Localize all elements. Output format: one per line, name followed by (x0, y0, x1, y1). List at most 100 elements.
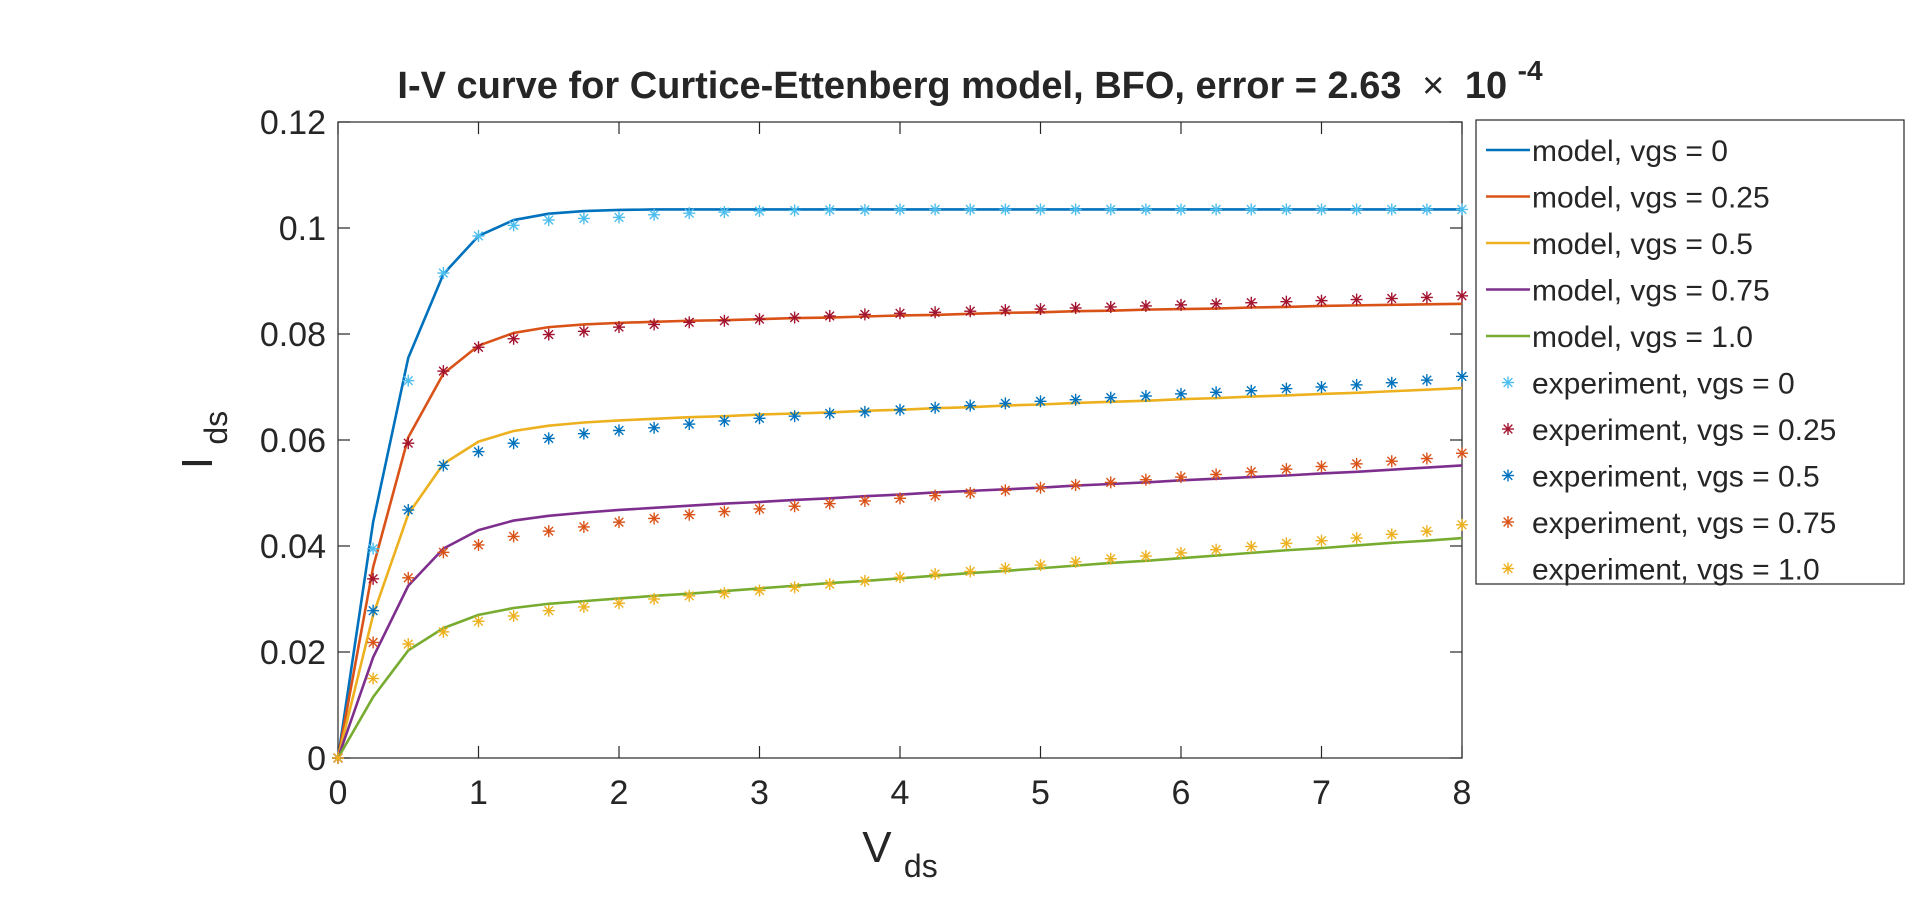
data-point (823, 203, 836, 216)
data-point (1069, 302, 1082, 315)
data-point (1245, 384, 1258, 397)
data-point (542, 214, 555, 227)
data-point (472, 445, 485, 458)
data-point (1280, 203, 1293, 216)
x-axis-label-sub: ds (904, 848, 938, 884)
legend-label: model, vgs = 0 (1532, 135, 1728, 168)
chart-title-exponent: -4 (1518, 55, 1543, 86)
data-point (648, 593, 661, 605)
data-point (858, 203, 871, 216)
data-point (1139, 550, 1152, 563)
data-point (437, 267, 450, 280)
data-point (1385, 376, 1398, 389)
data-point (1175, 546, 1187, 559)
data-point (1210, 203, 1223, 216)
data-point (823, 497, 836, 510)
data-point (472, 538, 485, 551)
data-point (1315, 534, 1328, 547)
x-tick-label: 8 (1453, 774, 1472, 812)
series-9 (332, 518, 1468, 764)
data-point (1175, 298, 1187, 311)
legend-label: model, vgs = 1.0 (1532, 321, 1753, 354)
data-point (402, 571, 415, 584)
data-point (367, 542, 380, 555)
data-point (1210, 297, 1223, 310)
legend-label: model, vgs = 0.25 (1532, 182, 1770, 215)
data-point (577, 427, 590, 440)
legend-label: experiment, vgs = 0 (1532, 368, 1795, 401)
data-point (683, 207, 696, 220)
data-point (894, 203, 906, 216)
data-point (894, 307, 906, 320)
chart-title-times: × (1422, 65, 1444, 107)
data-point (1420, 374, 1433, 387)
x-tick-label: 3 (750, 774, 769, 812)
data-point (367, 572, 380, 585)
series-8 (332, 447, 1468, 764)
data-point (648, 208, 661, 221)
data-point (753, 205, 766, 218)
y-tick-label: 0.04 (260, 528, 326, 566)
data-point (1034, 303, 1047, 316)
legend-item: experiment, vgs = 0.25 (1502, 414, 1836, 447)
data-point (507, 332, 520, 345)
data-point (472, 341, 485, 354)
data-point (1385, 203, 1398, 216)
legend-item: experiment, vgs = 1.0 (1502, 554, 1820, 587)
legend-swatch (1502, 516, 1514, 528)
data-point (1175, 387, 1187, 400)
data-point (1034, 395, 1047, 408)
legend-item: model, vgs = 0.75 (1486, 275, 1770, 308)
data-point (402, 374, 415, 387)
data-point (894, 571, 906, 584)
data-point (613, 597, 625, 610)
data-point (1104, 476, 1117, 489)
y-tick-label: 0.06 (260, 422, 326, 460)
y-axis-label: I ds (173, 411, 234, 469)
data-point (613, 424, 625, 437)
data-point (1456, 518, 1468, 531)
x-tick-label: 7 (1312, 774, 1331, 812)
chart-title-base: 10 (1465, 65, 1507, 107)
data-point (718, 314, 731, 327)
data-point (1104, 391, 1117, 404)
data-point (1385, 292, 1398, 305)
legend-item: experiment, vgs = 0 (1502, 368, 1795, 401)
data-point (1245, 540, 1258, 553)
data-point (472, 229, 485, 242)
data-point (542, 525, 555, 538)
data-point (367, 636, 380, 649)
data-point (858, 574, 871, 587)
data-point (1315, 381, 1328, 393)
data-point (1069, 393, 1082, 406)
data-point (472, 615, 485, 628)
data-point (437, 546, 450, 559)
data-point (577, 212, 590, 225)
series-6 (332, 289, 1468, 764)
data-point (1420, 525, 1433, 538)
data-point (929, 306, 942, 319)
data-point (1034, 559, 1047, 572)
data-point (577, 600, 590, 613)
data-point (929, 203, 942, 216)
data-point (823, 407, 836, 420)
x-tick-label: 5 (1031, 774, 1050, 812)
data-point (1139, 390, 1152, 403)
data-point (753, 584, 766, 597)
data-point (1175, 203, 1187, 216)
data-point (1456, 203, 1468, 216)
data-point (929, 401, 942, 414)
legend-label: experiment, vgs = 0.5 (1532, 461, 1820, 494)
data-point (929, 568, 942, 581)
data-point (964, 203, 977, 216)
data-point (542, 328, 555, 341)
data-point (613, 211, 625, 224)
data-point (999, 562, 1012, 575)
y-tick-label: 0 (307, 740, 326, 778)
legend-swatch (1502, 423, 1514, 435)
data-point (507, 437, 520, 450)
data-point (1139, 473, 1152, 486)
data-point (1420, 452, 1433, 465)
x-tick-label: 4 (891, 774, 910, 812)
data-point (1420, 203, 1433, 216)
